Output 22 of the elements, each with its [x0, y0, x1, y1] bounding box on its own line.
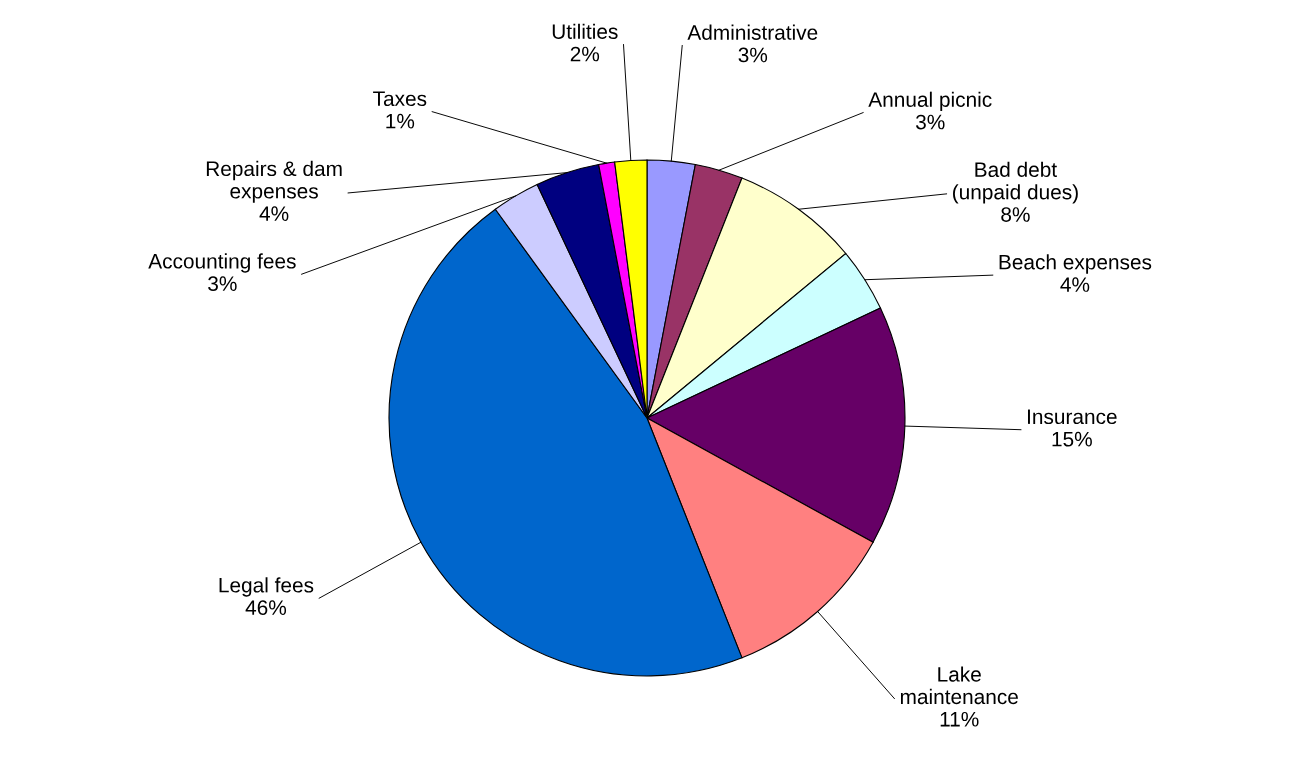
data-label: 1% [386, 113, 415, 129]
slice-label: Lake maintenance [900, 666, 1018, 705]
slice-label: Insurance [1028, 409, 1117, 425]
slice-label: Repairs & dam expenses [206, 160, 342, 203]
data-label: 15% [1052, 431, 1092, 447]
data-label: 2% [570, 46, 600, 62]
data-label: 8% [1001, 207, 1030, 222]
slice-label: Bad debt (unpaid dues) [953, 161, 1078, 204]
slice-label: Legal fees [219, 577, 314, 597]
data-label: 11% [940, 711, 979, 727]
data-label: 3% [738, 47, 768, 63]
data-label: 4% [1060, 277, 1090, 292]
slice-label: Administrative [687, 24, 818, 40]
slice-label: Beach expenses [999, 254, 1152, 274]
data-label: 3% [208, 276, 237, 292]
data-label: 46% [245, 600, 287, 615]
slice-label: Utilities [552, 23, 618, 39]
slice-label: Annual picnic [868, 91, 992, 112]
data-label: 3% [915, 114, 945, 130]
slice-label: Taxes [373, 91, 427, 107]
slice-label: Accounting fees [148, 253, 296, 273]
data-label: 4% [259, 206, 289, 221]
